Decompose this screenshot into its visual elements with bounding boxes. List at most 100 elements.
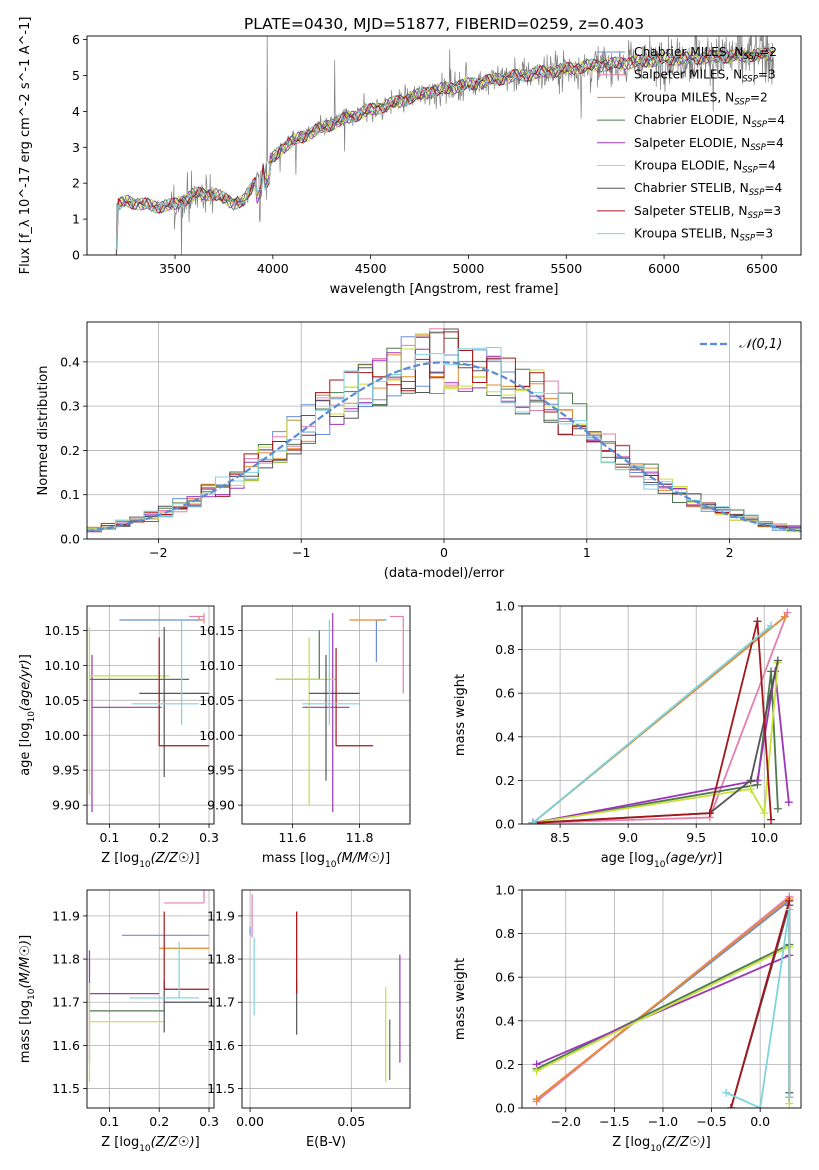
errorbar-salpeter-stelib bbox=[158, 637, 210, 747]
y-tick-label: 11.6 bbox=[52, 1038, 80, 1053]
errorbar-kroupa-stelib bbox=[129, 941, 200, 999]
axis-label: Normed distribution bbox=[36, 366, 51, 496]
series-marker bbox=[532, 1066, 541, 1075]
x-tick-label: −2 bbox=[149, 545, 167, 560]
legend-sub: SSP bbox=[742, 75, 758, 85]
series-marker bbox=[773, 804, 782, 813]
label-sub: 10 bbox=[654, 860, 666, 870]
legend-label-chabrier-elodie: Chabrier ELODIE, NSSP=4 bbox=[634, 113, 785, 130]
axis-label: Z [log10(Z/Z☉)] bbox=[612, 1135, 710, 1154]
series-line bbox=[536, 954, 790, 1066]
label-part: mass [log bbox=[262, 851, 325, 866]
legend-text: =2 bbox=[759, 45, 777, 59]
legend-label-salpeter-miles: Salpeter MILES, NSSP=3 bbox=[634, 68, 776, 85]
x-tick-label: −0.5 bbox=[696, 1114, 726, 1129]
errorbar-salpeter-stelib bbox=[335, 647, 374, 747]
errorbar-salpeter-elodie bbox=[91, 654, 162, 813]
errorbar-kroupa-elodie bbox=[275, 637, 337, 806]
series-marker bbox=[727, 1104, 736, 1108]
label-sub: 10 bbox=[27, 711, 37, 723]
x-tick-label: 5000 bbox=[453, 261, 485, 276]
legend-text: Kroupa MILES, N bbox=[634, 90, 734, 104]
normal-reference-curve bbox=[87, 361, 801, 533]
x-tick-label: 0.3 bbox=[199, 830, 219, 845]
series-marker bbox=[785, 896, 794, 905]
y-tick-label: 11.8 bbox=[52, 952, 80, 967]
series-marker bbox=[746, 776, 755, 785]
legend-text: Kroupa STELIB, N bbox=[634, 227, 740, 241]
errorbar-salpeter-stelib bbox=[163, 911, 210, 990]
y-tick-label: 0.8 bbox=[495, 642, 515, 657]
series-line bbox=[532, 662, 779, 824]
chart-age-vs-mass: 11.6 11.8 9.90 9.95 10.00 10.05 10.10 10.15 mass… bbox=[199, 605, 411, 870]
series-kroupa-stelib bbox=[722, 905, 794, 1108]
series-marker bbox=[756, 1104, 765, 1108]
x-tick-label: 0.0 bbox=[750, 1114, 770, 1129]
axis-label: Z [log10(Z/Z☉)] bbox=[101, 851, 199, 870]
legend-label-salpeter-stelib: Salpeter STELIB, NSSP=3 bbox=[634, 204, 781, 221]
y-tick-label: 9.95 bbox=[207, 763, 235, 778]
legend-label-salpeter-elodie: Salpeter ELODIE, NSSP=4 bbox=[634, 136, 784, 153]
y-tick-label: 11.5 bbox=[52, 1081, 80, 1096]
legend-label-chabrier-miles: Chabrier MILES, NSSP=2 bbox=[634, 45, 777, 62]
label-part: ] bbox=[717, 851, 722, 866]
y-tick-label: 10.00 bbox=[199, 728, 235, 743]
x-tick-label: 6000 bbox=[648, 261, 680, 276]
legend-text: Chabrier MILES, N bbox=[634, 45, 743, 59]
legend-text: =4 bbox=[764, 181, 782, 195]
legend-text: =3 bbox=[758, 68, 776, 82]
errorbar-kroupa-stelib bbox=[302, 619, 360, 725]
y-tick-label: 0.6 bbox=[495, 686, 515, 701]
legend-sub: SSP bbox=[751, 120, 767, 130]
errorbar-salpeter-elodie bbox=[88, 950, 160, 1063]
axis-label: (data-model)/error bbox=[384, 566, 505, 581]
legend-text: =4 bbox=[766, 136, 784, 150]
y-tick-label: 11.5 bbox=[207, 1081, 235, 1096]
legend-text: Salpeter MILES, N bbox=[634, 68, 742, 82]
series-line bbox=[725, 909, 791, 1108]
x-tick-label: 0.1 bbox=[99, 830, 119, 845]
legend-text: =4 bbox=[758, 159, 776, 173]
x-tick-label: 0.3 bbox=[199, 1114, 219, 1129]
series-marker bbox=[746, 785, 755, 794]
legend-text: Salpeter STELIB, N bbox=[634, 204, 747, 218]
series-marker bbox=[528, 818, 537, 824]
legend-label-kroupa-miles: Kroupa MILES, NSSP=2 bbox=[634, 90, 768, 107]
errorbar-kroupa-elodie bbox=[88, 982, 165, 1083]
label-part: age [log bbox=[601, 851, 654, 866]
legend-sub: SSP bbox=[743, 52, 759, 62]
x-tick-label: 0.1 bbox=[99, 1114, 119, 1129]
series-line bbox=[536, 943, 790, 1070]
legend-sub: SSP bbox=[734, 97, 750, 107]
y-tick-label: 3 bbox=[72, 140, 80, 155]
legend-text: =3 bbox=[763, 204, 781, 218]
series-marker bbox=[722, 1088, 731, 1097]
errorbar-chabrier-miles bbox=[375, 619, 387, 662]
y-tick-label: 0.6 bbox=[495, 970, 515, 985]
legend-label-kroupa-stelib: Kroupa STELIB, NSSP=3 bbox=[634, 227, 773, 244]
axis-label: mass weight bbox=[453, 674, 468, 756]
legend-sub: SSP bbox=[740, 234, 756, 244]
y-tick-label: 2 bbox=[72, 176, 80, 191]
axes-frame bbox=[521, 605, 802, 825]
y-tick-label: 11.9 bbox=[207, 908, 235, 923]
y-tick-label: 1 bbox=[72, 212, 80, 227]
legend-label-normal: 𝒩(0,1) bbox=[739, 337, 782, 352]
axis-label: Z [log10(Z/Z☉)] bbox=[101, 1135, 199, 1154]
x-tick-label: 11.8 bbox=[346, 830, 374, 845]
errorbar-kroupa-stelib bbox=[131, 619, 200, 725]
label-part: (Z/Z☉) bbox=[662, 1135, 706, 1150]
series-marker bbox=[767, 621, 776, 630]
label-part: Z [log bbox=[612, 1135, 650, 1150]
x-tick-label: 4000 bbox=[257, 261, 289, 276]
y-tick-label: 0.4 bbox=[60, 354, 80, 369]
label-part: ] bbox=[706, 1135, 711, 1150]
y-tick-label: 0.4 bbox=[495, 1013, 515, 1028]
label-sub: 10 bbox=[325, 860, 337, 870]
label-part: age [log bbox=[18, 723, 33, 776]
axis-label: mass [log10(M/M☉)] bbox=[18, 935, 37, 1063]
errorbar-kroupa-miles bbox=[198, 616, 205, 621]
x-tick-label: 0.05 bbox=[337, 1114, 365, 1129]
y-tick-label: 0 bbox=[72, 248, 80, 263]
